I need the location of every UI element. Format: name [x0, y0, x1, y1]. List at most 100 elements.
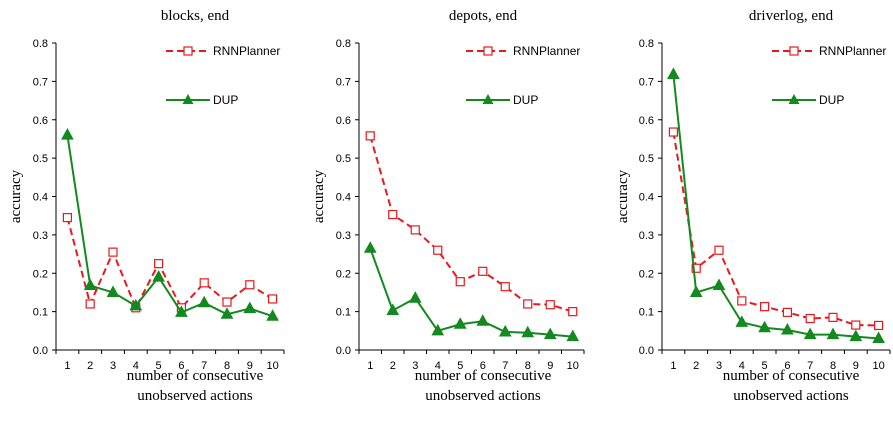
data-point-dup: [566, 329, 580, 342]
chart-panel-3: driverlog, end accuracy 0.0 0.1 0.2 0.3 0.4 0.5…: [615, 8, 891, 404]
data-point-rnnplanner: [433, 245, 443, 255]
data-point-rnnplanner: [545, 300, 555, 310]
y-tick-label: 0.4: [33, 192, 48, 204]
y-tick-label: 0.8: [639, 38, 654, 50]
x-tick-label: 5: [156, 360, 162, 372]
data-point-dup: [849, 329, 863, 342]
y-tick-label: 0.5: [639, 153, 654, 165]
series-line-rnnplanner: [66, 217, 274, 311]
data-point-rnnplanner: [691, 263, 701, 273]
x-tick-label: 7: [807, 360, 813, 372]
data-point-rnnplanner: [268, 294, 278, 304]
legend-label: DUP: [819, 93, 844, 107]
y-tick-label: 0.6: [33, 115, 48, 127]
data-point-dup: [83, 278, 97, 291]
y-tick-label: 0.4: [336, 192, 351, 204]
data-point-dup: [152, 270, 165, 282]
x-tick-label: 4: [133, 360, 139, 372]
x-tick-label: 5: [762, 360, 768, 372]
data-point-rnnplanner: [737, 296, 747, 306]
legend-label: DUP: [513, 93, 538, 107]
x-tick-label: 3: [110, 360, 116, 372]
y-tick-label: 0.7: [33, 76, 48, 88]
data-point-dup: [826, 327, 840, 340]
x-tick-label: 7: [201, 360, 207, 372]
data-point-rnnplanner: [873, 320, 884, 331]
data-point-rnnplanner: [805, 313, 815, 324]
x-tick-label: 6: [784, 360, 790, 372]
data-point-rnnplanner: [523, 299, 533, 309]
x-tick-label: 8: [224, 360, 230, 372]
y-tick-label: 0.2: [336, 268, 351, 280]
legend-marker-dup: [788, 94, 800, 104]
x-tick-label: 5: [457, 360, 463, 372]
legend-marker-rnnplanner: [183, 46, 193, 56]
data-point-rnnplanner: [108, 247, 118, 257]
data-point-rnnplanner: [365, 131, 375, 141]
y-axis-label: accuracy: [311, 169, 327, 223]
y-tick-label: 0.0: [33, 345, 48, 357]
x-tick-label: 8: [830, 360, 836, 372]
data-point-dup: [129, 298, 143, 311]
data-point-rnnplanner: [154, 259, 164, 269]
data-point-dup: [712, 278, 726, 291]
legend-label: RNNPlanner: [213, 44, 280, 58]
data-point-rnnplanner: [199, 278, 209, 288]
x-tick-label: 3: [716, 360, 722, 372]
data-point-dup: [453, 317, 467, 329]
data-point-dup: [106, 285, 120, 297]
data-point-rnnplanner: [388, 209, 398, 220]
data-point-dup: [543, 327, 557, 340]
legend-label: DUP: [213, 93, 238, 107]
data-point-rnnplanner: [568, 307, 578, 317]
y-tick-label: 0.1: [33, 307, 48, 319]
y-tick-label: 0.4: [639, 192, 654, 204]
y-tick-label: 0.2: [33, 268, 48, 280]
x-axis-label: unobserved actions: [425, 388, 541, 404]
x-tick-label: 9: [547, 360, 553, 372]
y-tick-label: 0.7: [336, 76, 351, 88]
x-axis-label: number of consecutive: [415, 368, 552, 384]
data-point-rnnplanner: [714, 245, 724, 255]
chart-panel-2: depots, end accuracy 0.0 0.1 0.2 0.3 0.4 0.5 0.6…: [311, 8, 585, 404]
data-point-rnnplanner: [668, 127, 679, 137]
data-point-rnnplanner: [410, 225, 420, 235]
data-point-dup: [521, 325, 535, 338]
x-tick-label: 6: [178, 360, 184, 372]
y-tick-label: 0.3: [639, 230, 654, 242]
data-point-dup: [220, 307, 234, 319]
x-tick-label: 3: [412, 360, 418, 372]
x-tick-label: 9: [853, 360, 859, 372]
x-tick-label: 7: [502, 360, 508, 372]
data-point-dup: [758, 320, 771, 333]
data-point-dup: [667, 67, 680, 79]
x-tick-label: 1: [64, 360, 70, 372]
x-tick-label: 4: [435, 360, 441, 372]
chart-title: driverlog, end: [749, 8, 834, 24]
chart-title: depots, end: [449, 8, 518, 24]
series-line-dup: [66, 134, 273, 318]
series-line-dup: [672, 74, 879, 340]
x-tick-label: 2: [390, 360, 396, 372]
y-tick-label: 0.2: [639, 268, 654, 280]
series-line-rnnplanner: [672, 131, 879, 327]
x-tick-label: 2: [693, 360, 699, 372]
x-axis-label: unobserved actions: [733, 388, 849, 404]
x-tick-label: 1: [670, 360, 676, 372]
y-tick-label: 0.6: [336, 115, 351, 127]
y-axis-label: accuracy: [8, 169, 24, 223]
data-point-dup: [197, 295, 211, 308]
x-tick-label: 1: [367, 360, 373, 372]
y-tick-label: 0.8: [336, 38, 351, 50]
legend-marker-dup: [482, 94, 494, 104]
x-tick-label: 10: [872, 360, 884, 372]
data-point-dup: [266, 309, 279, 321]
legend-label: RNNPlanner: [819, 44, 886, 58]
x-tick-label: 6: [480, 360, 486, 372]
data-point-rnnplanner: [85, 299, 95, 309]
series-line-dup: [369, 247, 573, 338]
data-point-rnnplanner: [222, 297, 232, 307]
data-point-rnnplanner: [478, 266, 488, 276]
data-point-dup: [61, 128, 74, 140]
